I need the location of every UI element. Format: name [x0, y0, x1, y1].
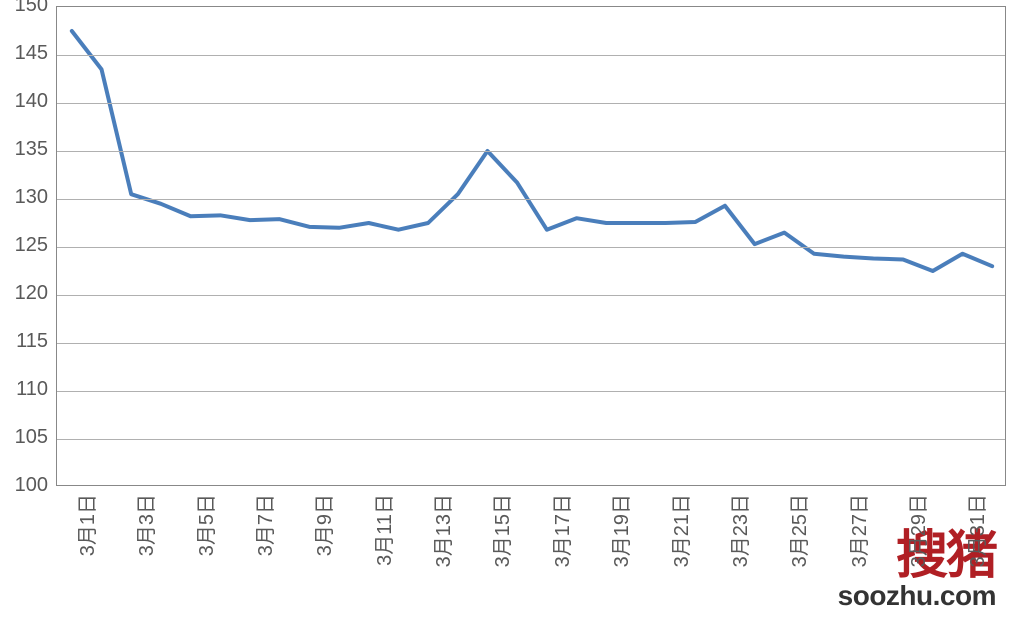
gridline: [57, 343, 1005, 344]
x-tick-label: 3月7日: [249, 494, 278, 556]
gridline: [57, 295, 1005, 296]
x-tick-label: 3月15日: [486, 494, 515, 567]
x-tick-label: 3月3日: [130, 494, 159, 556]
x-tick-label: 3月11日: [368, 494, 397, 566]
gridline: [57, 439, 1005, 440]
gridline: [57, 103, 1005, 104]
x-tick-label: 3月17日: [546, 494, 575, 567]
x-tick-label: 3月31日: [961, 494, 990, 567]
x-tick-label: 3月19日: [605, 494, 634, 567]
x-tick-label: 3月25日: [783, 494, 812, 567]
x-tick-label: 3月9日: [308, 494, 337, 556]
gridline: [57, 247, 1005, 248]
watermark-url: soozhu.com: [838, 582, 996, 610]
x-tick-label: 3月23日: [724, 494, 753, 567]
gridline: [57, 151, 1005, 152]
x-tick-label: 3月13日: [427, 494, 456, 567]
x-tick-label: 3月1日: [71, 494, 100, 556]
x-tick-label: 3月27日: [843, 494, 872, 567]
x-tick-label: 3月21日: [665, 494, 694, 567]
plot-area: [56, 6, 1006, 486]
gridline: [57, 55, 1005, 56]
x-tick-label: 3月29日: [902, 494, 931, 567]
gridline: [57, 391, 1005, 392]
gridline: [57, 199, 1005, 200]
x-tick-label: 3月5日: [190, 494, 219, 556]
